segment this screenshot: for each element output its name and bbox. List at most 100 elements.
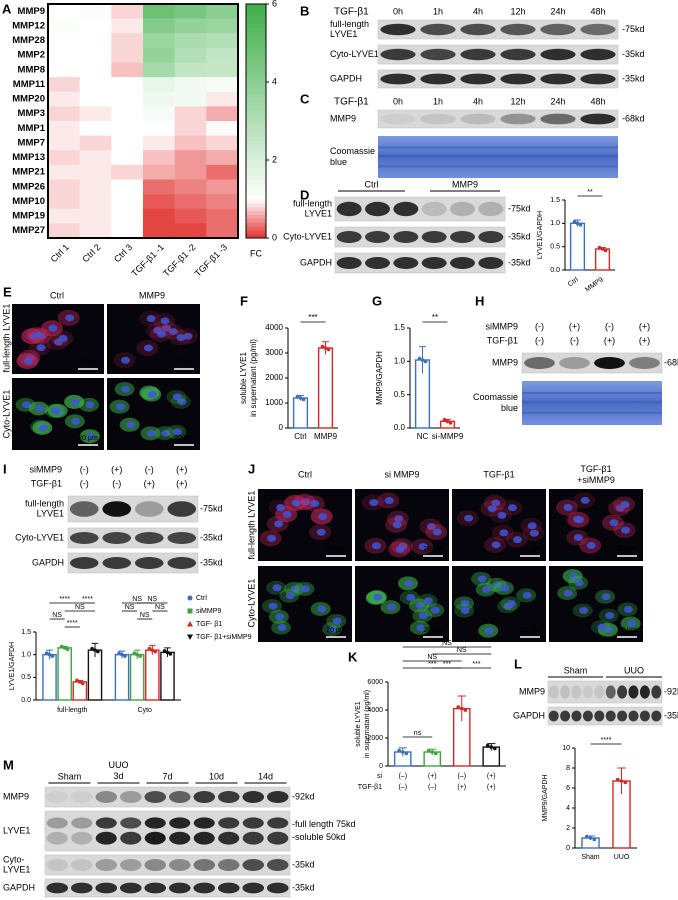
blot-label: GAPDH: [330, 73, 362, 83]
nucleus: [573, 515, 583, 523]
nucleus: [507, 504, 517, 512]
y-tick-label: 1.5: [550, 197, 560, 204]
blot-band: [651, 710, 662, 722]
nucleus: [177, 398, 187, 406]
blot-band: [421, 201, 447, 217]
nucleus: [586, 541, 596, 549]
nucleus: [86, 432, 96, 440]
colorbar-step: [246, 19, 266, 24]
scale-label: 20 µm: [617, 546, 637, 553]
nucleus: [527, 522, 537, 530]
group-label: 14d: [258, 771, 273, 781]
nucleus: [513, 536, 523, 544]
scale-label: 20 µm: [520, 546, 540, 553]
colorbar-step: [246, 226, 266, 231]
heat-cell: [111, 121, 144, 136]
panel-label: J: [248, 461, 255, 476]
blot-size: -68kd: [664, 357, 678, 367]
heat-cell: [206, 106, 239, 122]
blot-label: Cyto-LYVE1: [15, 532, 64, 542]
heat-cell: [206, 164, 239, 180]
blot-size: -35kd: [622, 49, 645, 59]
blot-size: -full length 75kd: [292, 819, 356, 829]
group-label: 7d: [162, 771, 172, 781]
blot-size: -68kd: [622, 113, 645, 123]
condition-sign: (+): [604, 335, 615, 345]
heat-cell: [111, 179, 144, 195]
legend-label: TGF- β1: [196, 621, 222, 628]
row-label: MMP2: [18, 50, 45, 61]
blot-band: [336, 231, 362, 243]
heat-cell: [111, 164, 144, 180]
blot-band: [420, 73, 456, 85]
y-tick-label: 4000: [265, 323, 283, 332]
nucleus: [33, 331, 43, 339]
panel-label: B: [300, 3, 309, 18]
nucleus: [484, 627, 494, 635]
heat-cell: [79, 223, 112, 239]
blot-size: -35kd: [508, 231, 531, 241]
group-label: Ctrl: [365, 179, 379, 189]
blot-band: [548, 685, 559, 699]
nucleus: [318, 513, 328, 521]
panel-label: F: [240, 293, 248, 308]
blot-band: [169, 817, 191, 829]
data-dot: [168, 652, 173, 656]
data-dot: [138, 654, 142, 658]
colorbar-step: [246, 105, 266, 110]
blot-band: [594, 685, 605, 699]
blot-band: [70, 791, 93, 803]
nucleus: [423, 597, 433, 605]
y-tick-label: 0: [379, 763, 383, 770]
nucleus: [317, 605, 327, 613]
panel-label: L: [514, 656, 522, 671]
nucleus: [183, 332, 193, 340]
heat-cell: [143, 164, 175, 180]
y-tick-label: 1.0: [550, 220, 560, 227]
colorbar-step: [246, 42, 266, 48]
treatment-label: TGF-β1: [334, 97, 369, 108]
x-tick-label: UUO: [614, 854, 630, 861]
data-dot: [147, 646, 152, 651]
colorbar-step: [246, 58, 266, 63]
x-tick-label: Ctrl: [567, 276, 580, 288]
colorbar-step: [246, 148, 266, 153]
heat-cell: [48, 4, 80, 19]
y-axis-label: soluble LYVE1: [239, 352, 248, 404]
legend-label: TGF- β1+siMMP9: [196, 634, 252, 641]
colorbar-step: [246, 202, 266, 208]
column-label: TGF-β1: [580, 464, 611, 474]
blot-band: [70, 882, 93, 894]
heat-cell: [143, 33, 175, 49]
heat-cell: [174, 62, 207, 78]
column-label: Ctrl 2: [80, 242, 102, 264]
nucleus: [22, 401, 32, 409]
nucleus: [85, 401, 95, 409]
heat-cell: [111, 18, 144, 34]
y-tick-label: 0.5: [21, 674, 31, 681]
row-label: MMP13: [12, 152, 45, 163]
heat-cell: [111, 33, 144, 49]
blot: [67, 527, 199, 549]
significance-label: NS: [140, 612, 150, 619]
blot-band: [218, 831, 240, 845]
nucleus: [310, 499, 320, 507]
blot-band: [69, 501, 99, 517]
bar: [317, 347, 334, 429]
heat-cell: [79, 18, 112, 34]
blot-band: [639, 710, 650, 722]
blot-band: [617, 710, 628, 722]
time-label: 1h: [433, 6, 443, 16]
row-label: MMP3: [18, 108, 45, 119]
x-tick-label: MMP9: [584, 276, 605, 293]
nucleus: [386, 603, 396, 611]
heat-cell: [79, 106, 112, 122]
data-dot: [485, 743, 490, 748]
nucleus: [65, 314, 75, 322]
data-dot: [47, 652, 52, 657]
scale-label: 20 µm: [326, 546, 346, 553]
nucleus: [146, 315, 156, 323]
colorbar-step: [246, 214, 266, 219]
blot-band: [460, 113, 496, 125]
blot-band: [217, 791, 240, 803]
